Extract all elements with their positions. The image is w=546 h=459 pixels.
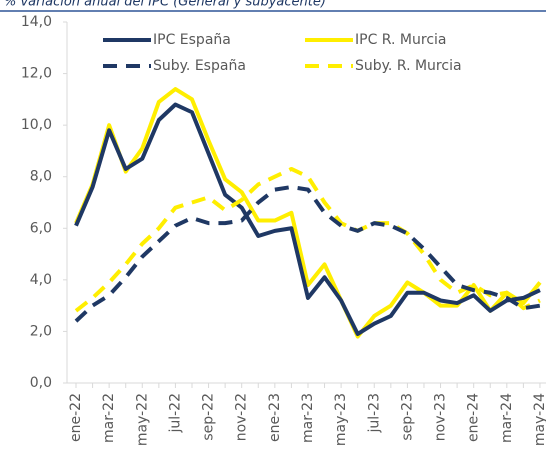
legend-label: IPC España [153,32,231,48]
y-tick-label: 10,0 [21,117,52,133]
y-tick-label: 2,0 [30,323,52,339]
x-tick-label: mar-22 [101,393,117,443]
x-tick-label: may-22 [134,393,150,446]
series-line [74,166,541,313]
x-tick-label: ene-24 [466,393,482,442]
x-tick-label: mar-23 [300,393,316,443]
x-tick-label: sep-23 [399,393,415,441]
legend-label: Suby. R. Murcia [355,58,462,74]
x-tick-label: jul-23 [366,393,382,434]
y-tick-label: 12,0 [21,66,52,82]
y-tick-label: 6,0 [30,220,52,236]
x-tick-label: jul-22 [167,393,183,434]
legend-label: IPC R. Murcia [355,32,447,48]
x-tick-label: mar-24 [499,393,515,443]
y-tick-label: 4,0 [30,272,52,288]
x-tick-label: may-23 [333,393,349,446]
x-tick-label: may-24 [532,393,546,446]
series-line [74,185,541,323]
chart-title: % variación anual del IPC (General y sub… [4,0,326,10]
y-tick-label: 14,0 [21,14,52,30]
y-tick-label: 8,0 [30,169,52,185]
x-tick-label: ene-22 [68,393,84,442]
series-line [74,102,541,337]
x-tick-label: nov-22 [234,393,250,441]
y-tick-label: 0,0 [30,375,52,391]
legend-label: Suby. España [153,58,246,74]
x-tick-label: nov-23 [433,393,449,441]
x-tick-label: sep-22 [201,393,217,441]
x-tick-label: ene-23 [267,393,283,442]
